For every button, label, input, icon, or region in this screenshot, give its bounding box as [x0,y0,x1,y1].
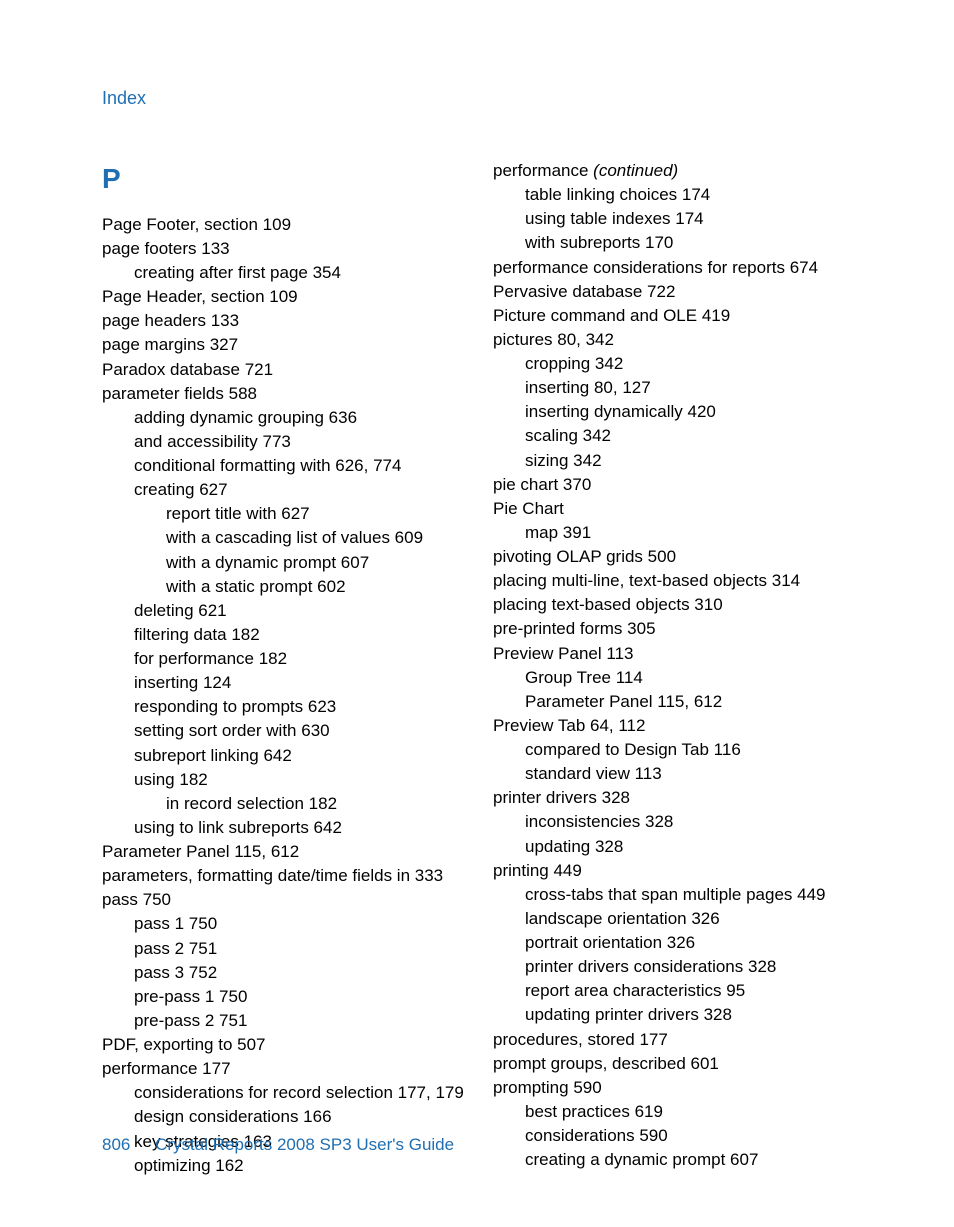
continued-prefix: performance [493,161,593,180]
index-entry: pass 3 752 [134,961,465,985]
index-entry: parameter fields 588 [102,382,465,406]
index-entry: prompting 590 [493,1076,856,1100]
index-entry: pre-pass 2 751 [134,1009,465,1033]
index-entry: with a dynamic prompt 607 [166,551,465,575]
index-entry: for performance 182 [134,647,465,671]
book-title: Crystal Reports 2008 SP3 User's Guide [155,1135,454,1154]
index-entry: performance considerations for reports 6… [493,256,856,280]
index-entries-right: table linking choices 174using table ind… [493,183,856,1172]
index-column-right: performance (continued) table linking ch… [493,159,856,1178]
index-entry: pass 750 [102,888,465,912]
index-entry: updating printer drivers 328 [525,1003,856,1027]
running-head: Index [102,88,856,109]
index-entry: prompt groups, described 601 [493,1052,856,1076]
index-entry: with subreports 170 [525,231,856,255]
index-entry: considerations for record selection 177,… [134,1081,465,1105]
index-entry: pictures 80, 342 [493,328,856,352]
index-entry: best practices 619 [525,1100,856,1124]
index-entry: with a cascading list of values 609 [166,526,465,550]
index-entry: pre-printed forms 305 [493,617,856,641]
index-entry: Pie Chart [493,497,856,521]
index-entry: design considerations 166 [134,1105,465,1129]
index-entry: setting sort order with 630 [134,719,465,743]
index-entry: map 391 [525,521,856,545]
index-entry: filtering data 182 [134,623,465,647]
index-entry: PDF, exporting to 507 [102,1033,465,1057]
index-entry: with a static prompt 602 [166,575,465,599]
section-letter: P [102,159,465,199]
index-entry: optimizing 162 [134,1154,465,1178]
index-entry: performance 177 [102,1057,465,1081]
index-column-left: P Page Footer, section 109page footers 1… [102,159,465,1178]
index-entry: page footers 133 [102,237,465,261]
index-entry: creating a dynamic prompt 607 [525,1148,856,1172]
index-entry: considerations 590 [525,1124,856,1148]
index-entry: compared to Design Tab 116 [525,738,856,762]
index-entry: portrait orientation 326 [525,931,856,955]
page-footer: 806 Crystal Reports 2008 SP3 User's Guid… [102,1135,454,1155]
index-entry: cross-tabs that span multiple pages 449 [525,883,856,907]
index-entry: placing text-based objects 310 [493,593,856,617]
index-entry: report area characteristics 95 [525,979,856,1003]
index-entry: Group Tree 114 [525,666,856,690]
page: Index P Page Footer, section 109page foo… [0,0,954,1227]
index-entry: placing multi-line, text-based objects 3… [493,569,856,593]
continued-suffix: (continued) [593,161,678,180]
index-entry: scaling 342 [525,424,856,448]
index-entry: pass 1 750 [134,912,465,936]
index-entry: report title with 627 [166,502,465,526]
index-entry: table linking choices 174 [525,183,856,207]
index-entry: Page Footer, section 109 [102,213,465,237]
index-entry: inconsistencies 328 [525,810,856,834]
index-entry: updating 328 [525,835,856,859]
index-entry: using table indexes 174 [525,207,856,231]
index-entry: pie chart 370 [493,473,856,497]
index-entry: inserting dynamically 420 [525,400,856,424]
index-entry: cropping 342 [525,352,856,376]
index-entry: using to link subreports 642 [134,816,465,840]
index-continued-heading: performance (continued) [493,159,856,183]
index-entry: creating after first page 354 [134,261,465,285]
index-entry: conditional formatting with 626, 774 [134,454,465,478]
index-entry: procedures, stored 177 [493,1028,856,1052]
index-entry: adding dynamic grouping 636 [134,406,465,430]
index-entry: using 182 [134,768,465,792]
index-entry: pivoting OLAP grids 500 [493,545,856,569]
index-entry: Parameter Panel 115, 612 [525,690,856,714]
index-entry: deleting 621 [134,599,465,623]
index-entry: printing 449 [493,859,856,883]
index-entry: parameters, formatting date/time fields … [102,864,465,888]
index-entry: subreport linking 642 [134,744,465,768]
index-entry: in record selection 182 [166,792,465,816]
index-entry: Preview Tab 64, 112 [493,714,856,738]
index-entry: Parameter Panel 115, 612 [102,840,465,864]
index-entry: Preview Panel 113 [493,642,856,666]
index-entry: pass 2 751 [134,937,465,961]
index-entry: printer drivers 328 [493,786,856,810]
index-entry: and accessibility 773 [134,430,465,454]
index-entry: responding to prompts 623 [134,695,465,719]
index-entry: standard view 113 [525,762,856,786]
index-entry: landscape orientation 326 [525,907,856,931]
index-entry: printer drivers considerations 328 [525,955,856,979]
index-entry: Paradox database 721 [102,358,465,382]
index-entry: pre-pass 1 750 [134,985,465,1009]
index-entries-left: Page Footer, section 109page footers 133… [102,213,465,1178]
index-columns: P Page Footer, section 109page footers 1… [102,159,856,1178]
index-entry: page margins 327 [102,333,465,357]
index-entry: Pervasive database 722 [493,280,856,304]
page-number: 806 [102,1135,130,1155]
index-entry: creating 627 [134,478,465,502]
index-entry: page headers 133 [102,309,465,333]
index-entry: Page Header, section 109 [102,285,465,309]
index-entry: sizing 342 [525,449,856,473]
index-entry: inserting 80, 127 [525,376,856,400]
index-entry: Picture command and OLE 419 [493,304,856,328]
index-entry: inserting 124 [134,671,465,695]
